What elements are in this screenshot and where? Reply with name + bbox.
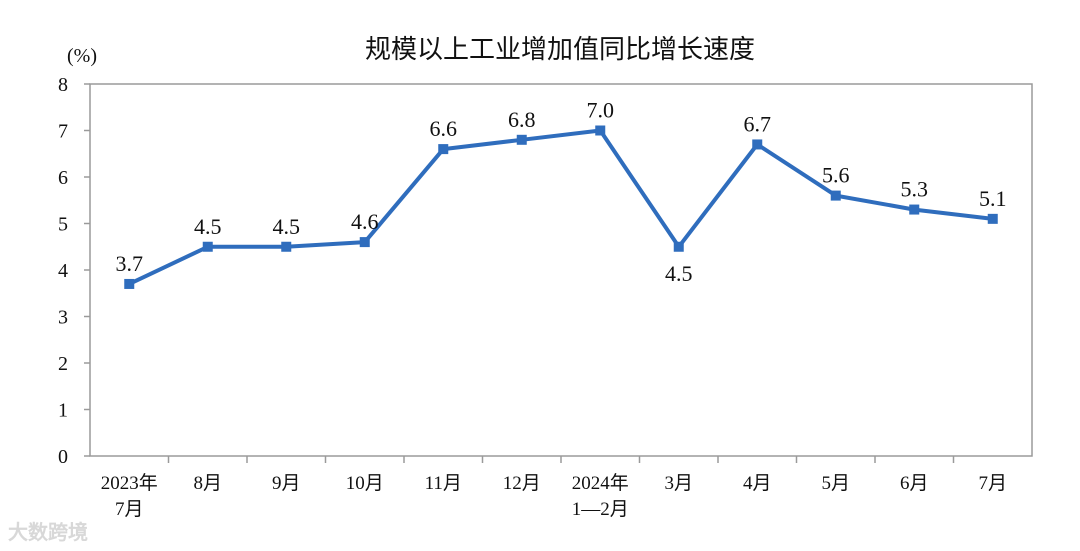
data-label: 4.5 [194,214,222,239]
y-tick-label: 4 [58,260,68,282]
data-label: 3.7 [116,251,144,276]
x-tick-label: 5月 [821,473,850,494]
x-tick-label: 12月 [503,473,541,494]
x-axis: 2023年 7月 8月 9月 10月 11月 12月 2024年 1—2月 3月 4月 5月 6月 7月 [101,456,1007,520]
x-tick-label: 9月 [272,473,301,494]
data-point-marker [202,241,213,252]
x-tick-label: 4月 [743,473,772,494]
x-tick-label: 1—2月 [572,499,629,520]
data-label: 5.3 [901,177,929,202]
data-label: 5.6 [822,163,850,188]
x-tick-label: 11月 [425,473,462,494]
data-point-marker [516,134,527,145]
y-tick-label: 6 [58,167,68,189]
data-labels: 3.7 4.5 4.5 4.6 6.6 6.8 7.0 4.5 6.7 5.6 5.3 5.1 [116,98,1007,286]
data-point-marker [752,139,763,150]
data-label: 6.6 [430,116,458,141]
x-tick-label: 3月 [664,473,693,494]
x-tick-label: 7月 [115,499,144,520]
data-point-marker [909,204,920,215]
data-label: 6.7 [744,111,772,136]
y-tick-label: 0 [58,446,68,468]
data-label: 4.5 [273,214,301,239]
x-tick-label: 6月 [900,473,929,494]
watermark: 大数跨境 [8,520,88,544]
x-tick-label: 2024年 [572,472,629,494]
y-tick-label: 3 [58,307,68,329]
data-markers [124,125,998,289]
data-point-marker [673,241,684,252]
data-point-marker [987,213,998,224]
y-tick-label: 2 [58,353,68,375]
data-point-marker [281,241,292,252]
data-point-marker [830,190,841,201]
data-point-marker [359,237,370,248]
data-label: 4.5 [665,261,693,286]
data-label: 5.1 [979,186,1007,211]
x-tick-label: 8月 [193,473,222,494]
y-tick-label: 5 [58,214,68,236]
y-tick-label: 8 [58,74,68,96]
x-tick-label: 2023年 [101,472,158,494]
series-line [128,128,994,286]
x-tick-label: 10月 [346,473,384,494]
data-label: 6.8 [508,107,536,132]
x-tick-label: 7月 [978,473,1007,494]
chart-title: 规模以上工业增加值同比增长速度 [365,35,755,65]
y-tick-label: 1 [58,400,68,422]
y-axis-unit: (%) [67,45,97,67]
data-point-marker [124,278,135,289]
y-axis: 0 1 2 3 4 5 6 7 8 [58,74,90,468]
data-point-marker [438,144,449,155]
data-point-marker [595,125,606,136]
data-label: 7.0 [587,98,615,123]
data-label: 4.6 [351,209,379,234]
plot-area-frame [89,83,1033,457]
y-tick-label: 7 [58,121,68,143]
